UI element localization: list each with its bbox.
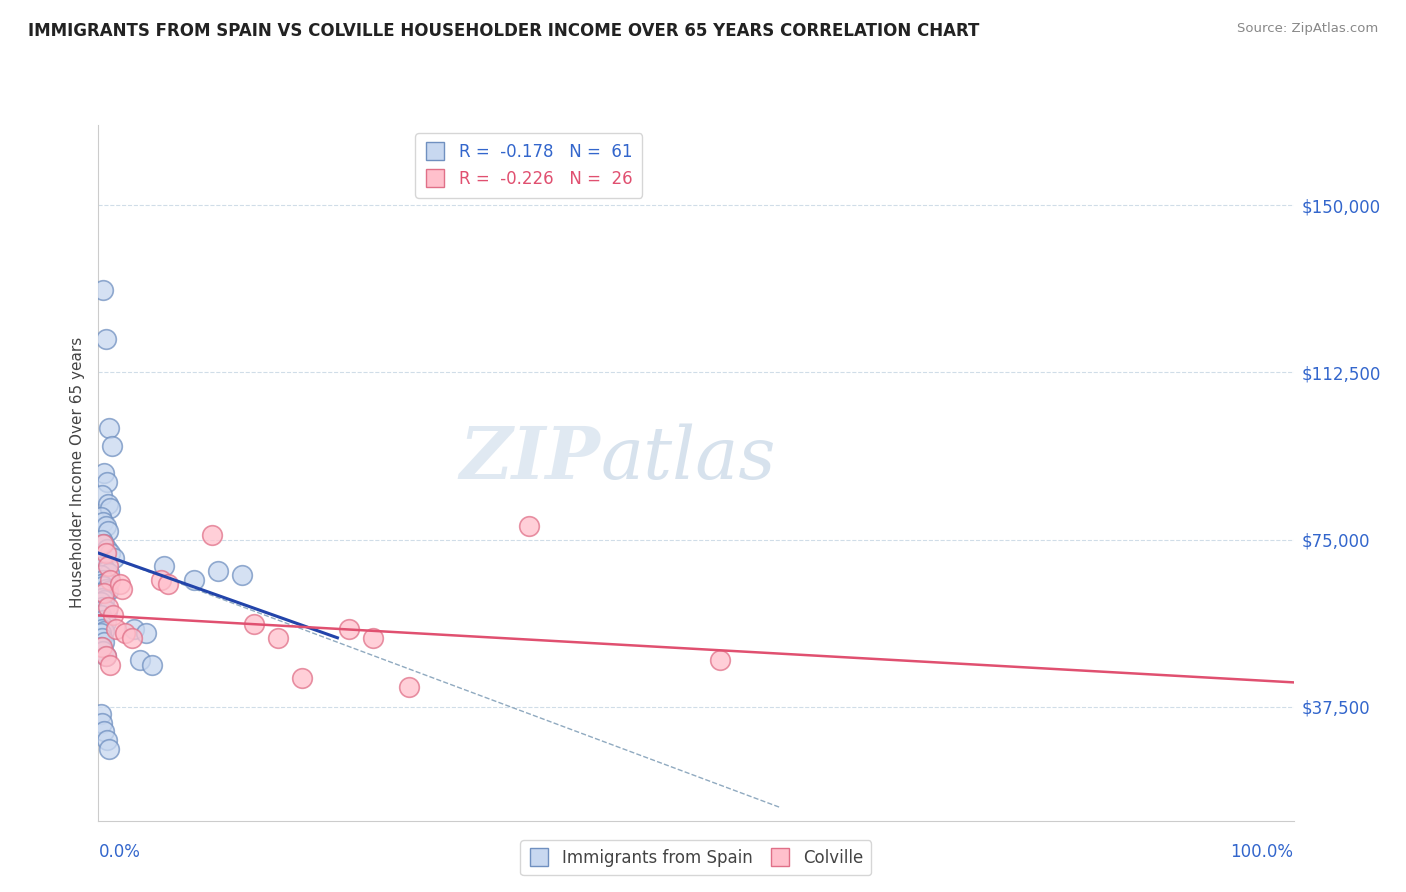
Text: IMMIGRANTS FROM SPAIN VS COLVILLE HOUSEHOLDER INCOME OVER 65 YEARS CORRELATION C: IMMIGRANTS FROM SPAIN VS COLVILLE HOUSEH… [28, 22, 980, 40]
Text: 100.0%: 100.0% [1230, 843, 1294, 861]
Point [90, 586, 112, 600]
Text: atlas: atlas [600, 424, 776, 494]
Point [91, 613, 114, 627]
Point [337, 622, 360, 636]
Point [153, 559, 176, 574]
Point [97, 599, 120, 614]
Point [114, 626, 136, 640]
Point [267, 631, 290, 645]
Point [141, 657, 163, 672]
Point [231, 568, 253, 582]
Point [363, 631, 385, 645]
Point [91, 622, 114, 636]
Point [101, 608, 124, 623]
Point [91, 599, 114, 614]
Point [93, 466, 115, 480]
Point [709, 653, 731, 667]
Point [96, 604, 118, 618]
Point [97, 559, 120, 574]
Point [98, 501, 122, 516]
Point [90, 555, 112, 569]
Point [93, 602, 115, 616]
Point [290, 671, 312, 685]
Point [90, 706, 112, 721]
Point [90, 617, 112, 632]
Point [93, 537, 115, 551]
Point [94, 332, 117, 346]
Point [90, 626, 112, 640]
Point [91, 631, 114, 645]
Point [94, 546, 117, 560]
Point [91, 559, 114, 574]
Text: ZIP: ZIP [460, 424, 600, 494]
Point [91, 515, 114, 529]
Point [90, 568, 112, 582]
Point [98, 421, 121, 435]
Point [96, 733, 118, 747]
Point [129, 653, 152, 667]
Point [207, 564, 229, 578]
Point [94, 648, 117, 663]
Point [183, 573, 205, 587]
Point [98, 742, 121, 756]
Point [93, 635, 115, 649]
Point [91, 537, 114, 551]
Point [94, 519, 117, 533]
Point [91, 488, 114, 502]
Point [94, 582, 117, 596]
Point [156, 577, 179, 591]
Point [90, 608, 112, 623]
Point [98, 573, 122, 587]
Point [94, 615, 117, 630]
Point [91, 715, 114, 730]
Point [97, 524, 120, 538]
Point [91, 533, 114, 547]
Point [97, 497, 120, 511]
Point [105, 622, 128, 636]
Point [94, 564, 117, 578]
Point [90, 640, 112, 654]
Point [90, 510, 112, 524]
Point [91, 644, 114, 658]
Point [398, 680, 420, 694]
Point [91, 640, 114, 654]
Point [90, 595, 112, 609]
Point [149, 573, 172, 587]
Y-axis label: Householder Income Over 65 years: Householder Income Over 65 years [69, 337, 84, 608]
Point [97, 584, 120, 599]
Point [100, 439, 122, 453]
Point [98, 566, 121, 581]
Point [121, 631, 143, 645]
Point [201, 528, 224, 542]
Point [103, 550, 125, 565]
Point [91, 580, 114, 594]
Point [98, 657, 122, 672]
Point [96, 541, 118, 556]
Point [90, 577, 112, 591]
Point [517, 519, 540, 533]
Point [93, 624, 115, 639]
Point [98, 546, 122, 560]
Point [135, 626, 157, 640]
Point [96, 475, 118, 489]
Text: Source: ZipAtlas.com: Source: ZipAtlas.com [1237, 22, 1378, 36]
Point [91, 283, 114, 297]
Point [242, 617, 264, 632]
Point [93, 724, 115, 739]
Legend: Immigrants from Spain, Colville: Immigrants from Spain, Colville [520, 840, 872, 875]
Point [91, 591, 114, 605]
Point [93, 592, 115, 607]
Point [111, 582, 134, 596]
Point [91, 573, 114, 587]
Point [108, 577, 131, 591]
Point [124, 622, 146, 636]
Point [94, 648, 117, 663]
Point [94, 574, 117, 589]
Point [93, 586, 115, 600]
Text: 0.0%: 0.0% [98, 843, 141, 861]
